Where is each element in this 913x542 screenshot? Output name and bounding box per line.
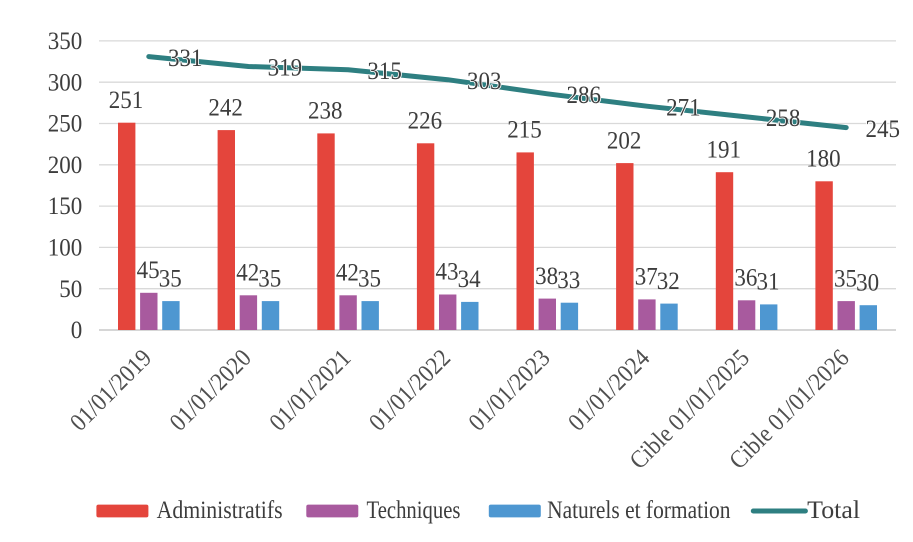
svg-text:191: 191 [707,136,742,163]
svg-text:32: 32 [657,268,680,295]
svg-text:215: 215 [507,117,542,144]
svg-text:286: 286 [567,82,602,109]
svg-text:34: 34 [458,266,481,293]
svg-text:Techniques: Techniques [367,497,461,524]
svg-text:271: 271 [666,94,701,121]
svg-text:331: 331 [168,45,203,72]
svg-text:43: 43 [436,259,459,286]
svg-text:35: 35 [358,265,381,292]
svg-text:350: 350 [48,28,83,55]
svg-text:319: 319 [268,55,303,82]
svg-text:258: 258 [766,105,801,132]
svg-text:37: 37 [635,264,658,291]
svg-text:0: 0 [71,317,83,344]
svg-text:238: 238 [308,98,343,125]
svg-text:50: 50 [59,276,82,303]
svg-text:35: 35 [258,265,281,292]
svg-text:100: 100 [48,235,83,262]
svg-text:226: 226 [408,108,443,135]
svg-text:242: 242 [208,94,243,121]
svg-text:Naturels et formation: Naturels et formation [547,497,731,524]
svg-text:202: 202 [607,127,642,154]
svg-text:45: 45 [137,257,160,284]
svg-text:31: 31 [757,269,780,296]
svg-text:250: 250 [48,111,83,138]
svg-text:35: 35 [834,265,857,292]
svg-text:36: 36 [734,265,757,292]
svg-text:42: 42 [236,260,259,287]
svg-text:200: 200 [48,152,83,179]
svg-text:150: 150 [48,193,83,220]
svg-text:245: 245 [865,116,900,143]
svg-text:251: 251 [109,87,144,114]
svg-text:300: 300 [48,69,83,96]
svg-text:38: 38 [535,263,558,290]
svg-text:Administratifs: Administratifs [157,497,283,524]
svg-text:303: 303 [467,68,502,95]
svg-text:42: 42 [336,260,359,287]
svg-text:180: 180 [806,146,841,173]
svg-text:30: 30 [856,269,879,296]
svg-text:315: 315 [367,58,402,85]
svg-text:35: 35 [159,265,182,292]
svg-text:33: 33 [557,267,580,294]
svg-text:Total: Total [807,497,860,524]
